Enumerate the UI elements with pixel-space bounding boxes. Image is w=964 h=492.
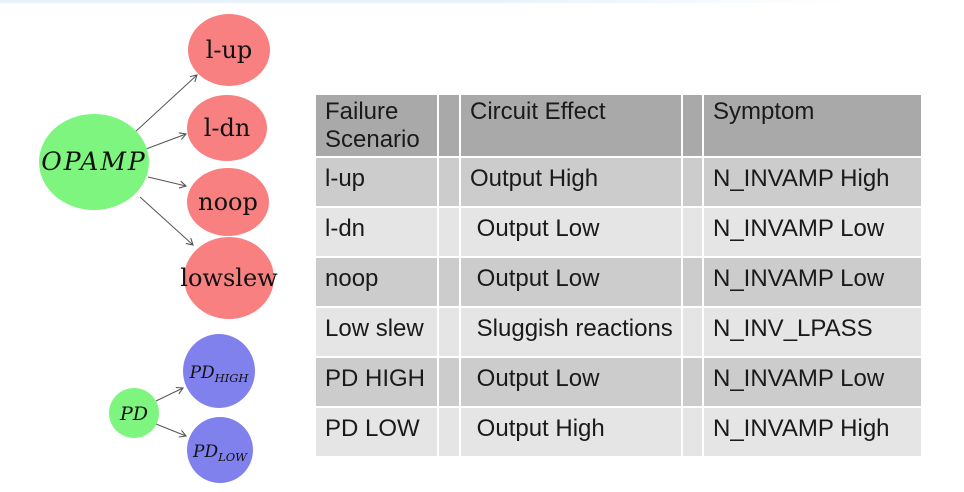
column-gap [439, 408, 459, 456]
node-pd [109, 388, 159, 438]
table-row: l-dn Output Low N_INVAMP Low [316, 208, 921, 256]
edge-opamp-ldn [145, 132, 188, 150]
column-gap [683, 95, 702, 156]
cell-scenario: Low slew [316, 308, 437, 356]
column-gap [439, 158, 459, 206]
column-gap [683, 258, 702, 306]
node-noop-label: noop [198, 188, 258, 216]
cell-scenario: noop [316, 258, 437, 306]
cell-effect: Output Low [461, 258, 681, 306]
cell-symptom: N_INVAMP Low [704, 358, 921, 406]
table-row: noop Output Low N_INVAMP Low [316, 258, 921, 306]
cell-symptom: N_INV_LPASS [704, 308, 921, 356]
table-row: l-up Output High N_INVAMP High [316, 158, 921, 206]
column-gap [439, 308, 459, 356]
cell-effect: Output Low [461, 208, 681, 256]
column-gap [439, 258, 459, 306]
node-pd-high [183, 334, 255, 408]
edge-opamp-noop [147, 176, 188, 189]
cell-effect: Output Low [461, 358, 681, 406]
column-gap [439, 208, 459, 256]
cell-scenario: l-up [316, 158, 437, 206]
node-pd-high-label: PDHIGH [189, 363, 250, 385]
cell-symptom: N_INVAMP Low [704, 208, 921, 256]
node-l-dn [187, 95, 267, 161]
column-gap [683, 158, 702, 206]
column-gap [439, 95, 459, 156]
column-gap [683, 208, 702, 256]
table-row: PD HIGH Output Low N_INVAMP Low [316, 358, 921, 406]
header-circuit-effect: Circuit Effect [461, 95, 681, 156]
node-l-up [188, 14, 270, 86]
cell-scenario: PD LOW [316, 408, 437, 456]
window-top-edge [0, 0, 900, 3]
node-lowslew [184, 237, 274, 319]
cell-scenario: PD HIGH [316, 358, 437, 406]
cell-scenario: l-dn [316, 208, 437, 256]
node-lowslew-label: lowslew [180, 264, 278, 292]
fault-tree-diagram: OPAMP l-up l-dn noop lowslew PD PDHIGH P… [39, 14, 278, 483]
table-header-row: Failure Scenario Circuit Effect Symptom [316, 95, 921, 156]
failure-scenario-table: Failure Scenario Circuit Effect Symptom … [314, 93, 923, 458]
column-gap [683, 358, 702, 406]
cell-symptom: N_INVAMP High [704, 158, 921, 206]
node-opamp-label: OPAMP [41, 147, 147, 176]
header-symptom: Symptom [704, 95, 921, 156]
node-l-up-label: l-up [206, 36, 253, 64]
cell-effect: Output High [461, 408, 681, 456]
table-row: Low slew Sluggish reactions N_INV_LPASS [316, 308, 921, 356]
edge-opamp-lowslew [139, 196, 194, 246]
edge-pd-low [155, 423, 188, 438]
pd-low-main: PD [192, 442, 218, 462]
pd-high-sub: HIGH [214, 371, 250, 385]
header-failure-scenario: Failure Scenario [316, 95, 437, 156]
cell-symptom: N_INVAMP Low [704, 258, 921, 306]
node-pd-low-label: PDLOW [192, 442, 248, 464]
pd-high-main: PD [189, 363, 215, 383]
cell-symptom: N_INVAMP High [704, 408, 921, 456]
pd-low-sub: LOW [217, 450, 248, 464]
column-gap [683, 408, 702, 456]
node-noop [187, 168, 269, 236]
cell-effect: Output High [461, 158, 681, 206]
column-gap [439, 358, 459, 406]
table-row: PD LOW Output High N_INVAMP High [316, 408, 921, 456]
cell-effect: Sluggish reactions [461, 308, 681, 356]
column-gap [683, 308, 702, 356]
node-opamp [39, 114, 149, 210]
edge-pd-high [155, 386, 184, 402]
node-l-dn-label: l-dn [204, 114, 251, 142]
edge-opamp-lup [133, 74, 198, 134]
node-pd-label: PD [119, 403, 148, 425]
node-pd-low [187, 417, 253, 483]
